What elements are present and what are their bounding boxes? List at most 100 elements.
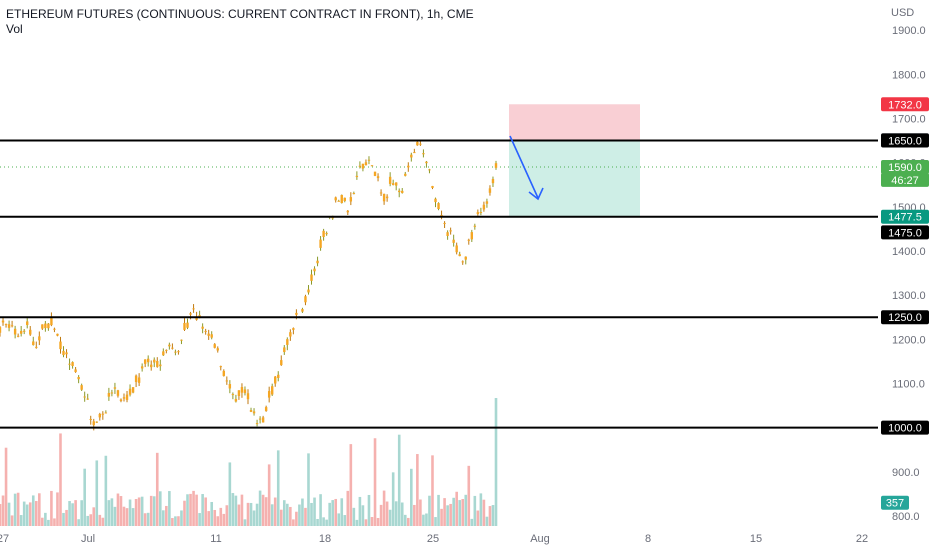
candle <box>476 212 480 214</box>
candle <box>267 391 271 398</box>
volume-bar <box>494 398 498 526</box>
candle <box>388 176 392 184</box>
volume-bar <box>146 512 150 526</box>
candle <box>255 423 259 425</box>
candle <box>295 312 298 315</box>
volume-bar <box>71 503 74 526</box>
candle <box>80 385 83 390</box>
candle <box>237 390 241 396</box>
volume-bar <box>204 497 207 526</box>
volume-bar <box>479 493 483 526</box>
candle <box>119 399 123 401</box>
candle <box>407 165 410 168</box>
volume-bar <box>467 465 471 526</box>
candle <box>137 377 141 383</box>
volume-bar <box>452 497 455 526</box>
candle <box>494 163 498 168</box>
candle <box>168 344 171 347</box>
candle <box>376 176 380 179</box>
volume-bar <box>83 468 86 526</box>
volume-bar <box>267 464 271 526</box>
price-tick-label: 1200.0 <box>892 334 926 346</box>
volume-bar <box>213 509 217 526</box>
candle <box>0 327 2 333</box>
candle <box>452 239 455 243</box>
volume-bar <box>77 519 80 526</box>
volume-bar <box>177 516 180 526</box>
volume-bar <box>34 501 38 526</box>
candle <box>53 328 56 330</box>
horizontal-levels[interactable] <box>0 139 878 429</box>
candle <box>110 392 114 394</box>
volume-bar <box>28 502 32 526</box>
candle <box>165 349 168 351</box>
candle <box>470 232 474 240</box>
volume-bar <box>158 491 162 526</box>
volume-bar <box>446 505 449 526</box>
volume-bar <box>31 495 35 526</box>
volume-bar <box>7 502 11 526</box>
time-axis[interactable]: 27 Jul 11 18 25 Aug 8 15 22 <box>0 533 868 545</box>
candle <box>446 232 449 236</box>
time-tick-label: Jul <box>81 533 95 545</box>
price-tag: 1000.0 <box>881 420 929 435</box>
candle <box>246 393 250 400</box>
candle <box>355 175 359 178</box>
candle <box>204 330 207 332</box>
candle <box>249 410 253 412</box>
candle <box>413 152 416 154</box>
volume-bar <box>174 516 177 526</box>
candle <box>101 413 105 415</box>
volume-bar <box>397 434 401 526</box>
candle <box>373 171 377 176</box>
volume-bar <box>122 506 126 526</box>
volume-bar <box>370 517 374 526</box>
volume-bar <box>437 494 440 526</box>
volume-bar <box>373 438 377 526</box>
price-tick-label: 1400.0 <box>892 246 926 258</box>
candle <box>425 161 428 164</box>
price-tag: 1477.5 <box>881 209 929 224</box>
candle <box>29 329 32 335</box>
candle <box>104 412 108 414</box>
candle <box>234 398 238 402</box>
volume-bar <box>125 508 129 526</box>
price-tick-label: 1300.0 <box>892 290 926 302</box>
volume-bar <box>44 512 47 526</box>
volume-bar <box>458 500 462 526</box>
volume-bar <box>162 510 165 526</box>
candle <box>153 359 156 363</box>
down-arrow-icon[interactable] <box>509 135 544 201</box>
candle <box>180 339 183 341</box>
price-tag: 1590.0 <box>881 160 929 175</box>
volume-bar <box>22 501 26 526</box>
volume-bar <box>425 513 428 526</box>
volume-bar <box>171 518 174 526</box>
volume-indicator-label[interactable]: Vol <box>6 22 23 36</box>
volume-bar <box>488 506 492 526</box>
volume-bar <box>482 499 486 526</box>
candle <box>382 193 386 202</box>
price-tag-bg <box>881 310 929 325</box>
candle <box>10 325 14 327</box>
price-tag: 1475.0 <box>881 225 929 240</box>
volume-bar <box>249 502 253 526</box>
price-axis[interactable]: 1900.01800.01700.01600.01500.01400.01300… <box>892 25 926 523</box>
candle <box>449 230 452 232</box>
candle <box>482 204 486 210</box>
volume-bar <box>455 491 458 526</box>
price-tag-bg <box>881 172 929 187</box>
time-tick-label: 15 <box>750 533 762 545</box>
candle <box>171 347 174 349</box>
candle <box>307 289 310 293</box>
volume-bar <box>240 494 244 526</box>
volume-bar <box>349 444 353 526</box>
chart-title: ETHEREUM FUTURES (CONTINUOUS: CURRENT CO… <box>6 7 474 21</box>
price-tag-label: 357 <box>886 498 904 510</box>
candle <box>216 348 219 351</box>
volume-bar <box>149 495 153 526</box>
price-tag-label: 1650.0 <box>888 136 922 148</box>
volume-bar <box>473 495 477 526</box>
candle <box>222 370 226 376</box>
